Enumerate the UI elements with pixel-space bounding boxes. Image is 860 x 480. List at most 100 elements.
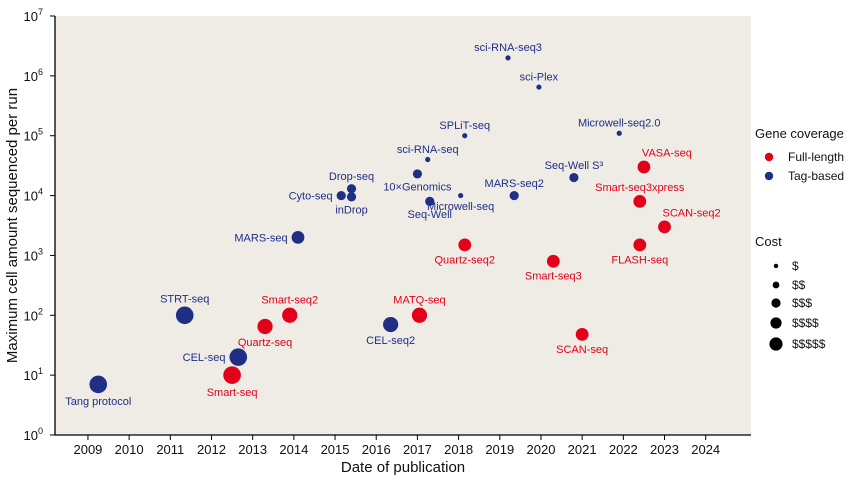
data-point-group: SCAN-seq: [556, 327, 608, 356]
data-point-label: Tang protocol: [65, 396, 131, 408]
data-point-group: sci-Plex: [520, 71, 559, 90]
data-point-group: Cyto-seq: [289, 191, 346, 203]
data-point-group: Smart-seq2: [261, 295, 318, 323]
data-point-label: Smart-seq3xpress: [595, 182, 685, 194]
data-point-label: Quartz-seq2: [435, 254, 496, 266]
data-point: [458, 238, 472, 252]
data-point-group: Drop-seq: [329, 171, 374, 194]
y-tick-label: 107: [24, 7, 43, 24]
data-point: [175, 306, 194, 325]
data-point-group: STRT-seq: [160, 293, 209, 325]
data-point-group: MARS-seq2: [485, 178, 544, 201]
data-point: [223, 366, 241, 384]
data-point-label: STRT-seq: [160, 293, 209, 305]
data-point-label: Smart-seq: [207, 387, 258, 399]
data-point-group: Seq-Well S³: [545, 160, 604, 183]
y-tick-label: 106: [24, 67, 43, 84]
legend-coverage-swatch: [764, 152, 774, 162]
data-point: [425, 156, 431, 163]
x-tick-label: 2024: [691, 442, 720, 457]
x-tick-label: 2016: [362, 442, 391, 457]
data-point: [633, 194, 647, 208]
legend-cost-label: $$$$: [792, 316, 819, 330]
data-point-group: inDrop: [335, 192, 368, 217]
data-point: [282, 307, 298, 323]
data-point-group: 10×Genomics: [383, 169, 452, 194]
data-point: [505, 55, 511, 61]
data-point-label: MARS-seq: [234, 232, 287, 244]
data-point-group: MATQ-seq: [393, 295, 446, 323]
legend-cost-label: $: [792, 259, 799, 273]
data-point: [291, 231, 305, 244]
data-point-group: Seq-Well: [408, 196, 452, 221]
data-point: [425, 196, 435, 206]
data-point: [412, 169, 423, 179]
legend-coverage-title: Gene coverage: [755, 126, 844, 141]
x-tick-label: 2017: [403, 442, 432, 457]
data-point: [575, 327, 589, 341]
data-point-group: CEL-seq: [183, 348, 248, 366]
data-point-label: CEL-seq2: [366, 335, 415, 347]
y-tick-label: 101: [24, 366, 43, 383]
legend-coverage-label: Tag-based: [788, 169, 844, 183]
legend-coverage-swatch: [764, 171, 774, 181]
data-point: [616, 130, 622, 136]
data-point-label: Seq-Well S³: [545, 160, 604, 172]
x-axis-title: Date of publication: [341, 459, 465, 476]
legend-cost-swatch: [773, 263, 779, 269]
data-point-label: Smart-seq2: [261, 295, 318, 307]
data-point-group: FLASH-seq: [611, 238, 668, 266]
plot-area: [55, 16, 751, 435]
data-point-label: CEL-seq: [183, 352, 226, 364]
data-point-label: Quartz-seq: [238, 337, 292, 349]
data-point: [509, 190, 519, 201]
data-point-group: VASA-seq: [637, 148, 692, 174]
data-point-label: MATQ-seq: [393, 295, 445, 307]
data-point-label: VASA-seq: [642, 148, 692, 160]
legend-coverage-label: Full-length: [788, 150, 844, 164]
x-tick-label: 2011: [156, 442, 184, 457]
data-point-label: sci-RNA-seq: [397, 144, 459, 156]
x-tick-label: 2021: [568, 442, 597, 457]
y-axis-title: Maximum cell amount sequenced per run: [4, 88, 21, 363]
data-point-label: sci-RNA-seq3: [474, 42, 542, 54]
data-point-label: Smart-seq3: [525, 271, 582, 283]
data-point: [536, 84, 542, 90]
legend-cost-swatch: [770, 317, 782, 329]
x-tick-label: 2014: [279, 442, 308, 457]
legend-cost-swatch: [771, 298, 781, 308]
data-point: [633, 238, 647, 252]
data-point: [637, 160, 651, 174]
data-point-label: Drop-seq: [329, 171, 374, 183]
data-point: [458, 192, 464, 199]
data-point: [346, 192, 357, 202]
data-point-group: Tang protocol: [65, 375, 131, 408]
legend-cost-label: $$: [792, 278, 806, 292]
legend-cost-swatch: [769, 337, 783, 351]
data-point-group: MARS-seq: [234, 231, 305, 244]
y-tick-label: 100: [24, 426, 43, 443]
x-tick-label: 2019: [485, 442, 514, 457]
data-point-label: sci-Plex: [520, 71, 559, 83]
data-point-label: MARS-seq2: [485, 178, 544, 190]
y-tick-label: 105: [24, 127, 43, 144]
y-tick-label: 104: [24, 187, 43, 204]
data-point-label: inDrop: [335, 205, 367, 217]
data-point-group: CEL-seq2: [366, 316, 415, 347]
x-tick-label: 2015: [321, 442, 350, 457]
data-point-label: SPLiT-seq: [439, 120, 490, 132]
y-tick-label: 103: [24, 246, 43, 263]
data-point: [411, 307, 428, 323]
data-point-label: Microwell-seq: [427, 201, 494, 213]
data-point-group: SPLiT-seq: [439, 120, 490, 139]
x-tick-label: 2009: [73, 442, 102, 457]
y-tick-label: 102: [24, 306, 43, 323]
legend-cost-swatch: [772, 281, 780, 289]
data-point-label: FLASH-seq: [611, 254, 668, 266]
data-point: [546, 254, 560, 268]
legend-cost-label: $$$$$: [792, 337, 826, 351]
data-point-group: Microwell-seq: [427, 192, 494, 213]
data-point: [462, 133, 468, 139]
x-tick-label: 2013: [238, 442, 267, 457]
